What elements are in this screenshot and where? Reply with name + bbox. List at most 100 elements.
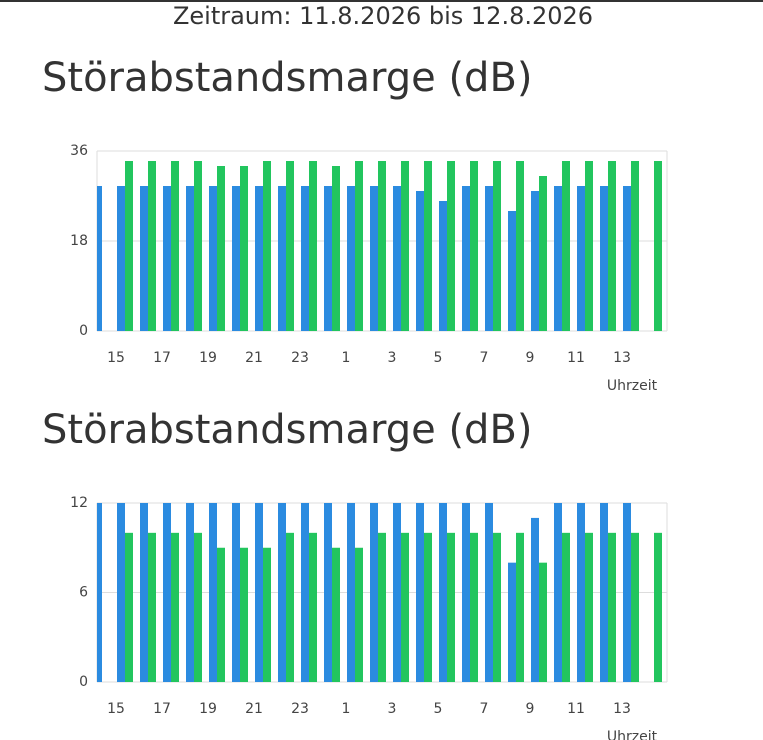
- bar: [194, 532, 202, 682]
- bar: [424, 532, 432, 682]
- x-tick-label: 1: [342, 350, 351, 366]
- bar: [485, 186, 493, 331]
- bar: [97, 503, 102, 682]
- bars: [97, 161, 662, 331]
- x-tick-label: 7: [480, 350, 489, 366]
- bar: [554, 503, 562, 682]
- x-tick-label: 21: [245, 350, 263, 366]
- y-tick-label: 0: [79, 674, 88, 690]
- x-tick-label: 9: [526, 350, 535, 366]
- bar: [447, 532, 455, 682]
- bar: [447, 161, 455, 331]
- bar: [347, 503, 355, 682]
- x-tick-label: 3: [388, 350, 397, 366]
- bar: [209, 503, 217, 682]
- x-tick-label: 1: [342, 701, 351, 717]
- bar: [140, 503, 148, 682]
- bar: [562, 161, 570, 331]
- chart-title: Störabstandsmarge (dB): [42, 55, 533, 101]
- bar: [97, 186, 102, 331]
- bar: [401, 532, 409, 682]
- bar: [508, 211, 516, 331]
- y-tick-label: 18: [70, 233, 88, 249]
- bar: [332, 166, 340, 331]
- x-tick-label: 5: [434, 350, 443, 366]
- bar: [263, 547, 271, 682]
- bar: [347, 186, 355, 331]
- bar: [631, 532, 639, 682]
- bar: [416, 503, 424, 682]
- bar: [148, 161, 156, 331]
- x-tick-label: 15: [107, 701, 125, 717]
- bar: [600, 186, 608, 331]
- bar: [309, 532, 317, 682]
- bar: [163, 503, 171, 682]
- bar: [631, 161, 639, 331]
- bar: [439, 503, 447, 682]
- bar: [462, 186, 470, 331]
- y-tick-label: 0: [79, 323, 88, 339]
- bar: [654, 161, 662, 331]
- bar: [148, 532, 156, 682]
- bar: [577, 186, 585, 331]
- bar: [424, 161, 432, 331]
- x-tick-label: 3: [388, 701, 397, 717]
- bar: [439, 201, 447, 331]
- bar: [125, 532, 133, 682]
- bar: [493, 532, 501, 682]
- bar: [462, 503, 470, 682]
- x-tick-label: 15: [107, 350, 125, 366]
- bar: [401, 161, 409, 331]
- x-tick-label: 23: [291, 350, 309, 366]
- x-tick-label: 11: [567, 350, 585, 366]
- bar: [217, 166, 225, 331]
- bar: [163, 186, 171, 331]
- bar: [186, 186, 194, 331]
- bar: [355, 161, 363, 331]
- bar: [600, 503, 608, 682]
- bar: [370, 503, 378, 682]
- bar: [585, 161, 593, 331]
- bar: [255, 186, 263, 331]
- bar: [577, 503, 585, 682]
- bar: [416, 191, 424, 331]
- x-axis-label: Uhrzeit: [607, 729, 658, 740]
- bar: [324, 503, 332, 682]
- bar: [393, 503, 401, 682]
- bar: [654, 532, 662, 682]
- bar: [278, 503, 286, 682]
- bar: [263, 161, 271, 331]
- bar: [585, 532, 593, 682]
- x-tick-label: 17: [153, 350, 171, 366]
- bar: [539, 562, 547, 682]
- bar: [125, 161, 133, 331]
- bar: [355, 547, 363, 682]
- bar: [240, 166, 248, 331]
- y-tick-label: 6: [79, 585, 88, 601]
- bar: [531, 517, 539, 682]
- bar: [117, 503, 125, 682]
- bar: [232, 186, 240, 331]
- bar: [332, 547, 340, 682]
- chart-title: Störabstandsmarge (dB): [42, 407, 533, 453]
- bar: [117, 186, 125, 331]
- bar: [286, 532, 294, 682]
- x-tick-label: 13: [613, 350, 631, 366]
- bar: [286, 161, 294, 331]
- bar: [485, 503, 493, 682]
- bar: [217, 547, 225, 682]
- bar: [393, 186, 401, 331]
- bar: [232, 503, 240, 682]
- x-tick-label: 17: [153, 701, 171, 717]
- bar: [539, 176, 547, 331]
- bar: [508, 562, 516, 682]
- bar: [255, 503, 263, 682]
- x-tick-label: 7: [480, 701, 489, 717]
- period-header: Zeitraum: 11.8.2026 bis 12.8.2026: [173, 2, 593, 30]
- x-tick-label: 23: [291, 701, 309, 717]
- x-tick-label: 21: [245, 701, 263, 717]
- bar: [554, 186, 562, 331]
- bar: [370, 186, 378, 331]
- x-axis-label: Uhrzeit: [607, 378, 658, 394]
